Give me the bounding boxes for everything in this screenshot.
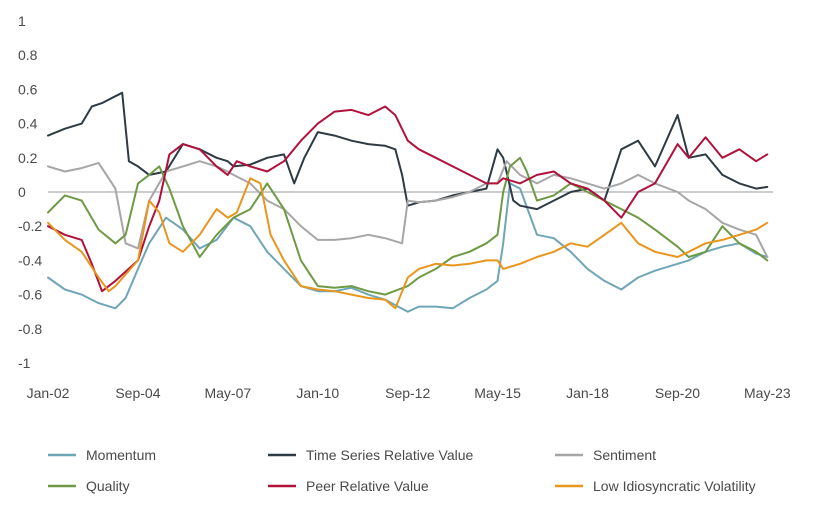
legend-item-time-series-relative-value: Time Series Relative Value	[268, 447, 474, 463]
legend-item-low-idiosyncratic-volatility: Low Idiosyncratic Volatility	[555, 478, 756, 494]
legend-item-peer-relative-value: Peer Relative Value	[268, 478, 429, 494]
y-tick-label: -1	[18, 355, 31, 371]
y-tick-label: -0.2	[18, 218, 42, 234]
legend-label: Peer Relative Value	[306, 478, 429, 494]
series-line-time-series-relative-value	[47, 91, 769, 211]
x-tick-label: May-15	[474, 385, 521, 401]
y-tick-label: 0.6	[18, 81, 38, 97]
y-tick-label: -0.8	[18, 321, 42, 337]
x-axis: Jan-02 Sep-04 May-07 Jan-10 Sep-12 May-15 Jan-…	[27, 385, 791, 401]
x-tick-label: Sep-04	[115, 385, 160, 401]
legend-item-momentum: Momentum	[48, 447, 156, 463]
series-line-peer-relative-value	[47, 105, 769, 293]
x-tick-label: Sep-12	[385, 385, 430, 401]
legend-item-sentiment: Sentiment	[555, 447, 656, 463]
legend: Momentum Time Series Relative Value Sentim…	[48, 447, 756, 494]
y-tick-label: 0.8	[18, 47, 38, 63]
y-tick-label: 0.2	[18, 150, 38, 166]
y-tick-label: 0.4	[18, 116, 38, 132]
legend-label: Momentum	[86, 447, 156, 463]
legend-label: Sentiment	[593, 447, 656, 463]
legend-label: Low Idiosyncratic Volatility	[593, 478, 756, 494]
y-tick-label: 1	[18, 13, 26, 29]
y-tick-label: 0	[18, 184, 26, 200]
x-tick-label: May-23	[744, 385, 791, 401]
legend-label: Quality	[86, 478, 130, 494]
x-tick-label: Sep-20	[655, 385, 700, 401]
series-line-momentum	[47, 182, 769, 313]
legend-item-quality: Quality	[48, 478, 130, 494]
x-tick-label: Jan-18	[566, 385, 609, 401]
y-axis: 1 0.8 0.6 0.4 0.2 0 -0.2 -0.4 -0.6 -0.8 -1	[18, 13, 42, 371]
x-tick-label: Jan-10	[296, 385, 339, 401]
x-tick-label: Jan-02	[27, 385, 70, 401]
series-line-quality	[47, 156, 769, 296]
y-tick-label: -0.4	[18, 252, 42, 268]
x-tick-label: May-07	[204, 385, 251, 401]
y-tick-label: -0.6	[18, 287, 42, 303]
series-layer	[47, 91, 769, 313]
legend-label: Time Series Relative Value	[306, 447, 474, 463]
series-line-low-idiosyncratic-volatility	[47, 177, 769, 310]
